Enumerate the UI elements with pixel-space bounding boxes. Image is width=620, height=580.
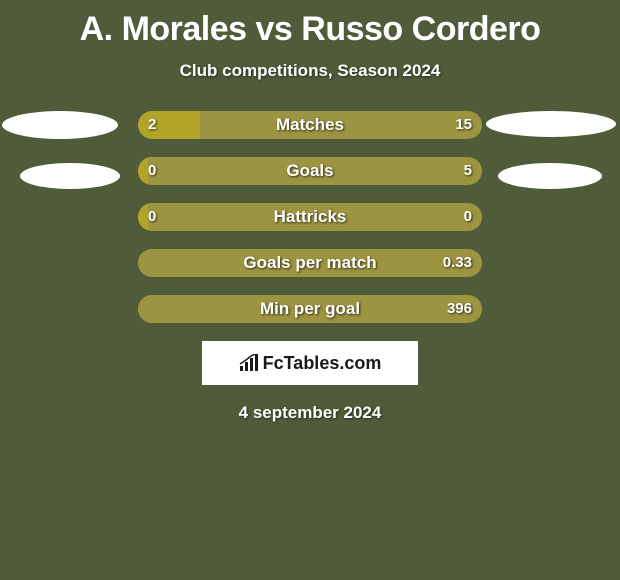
stat-row: Matches2 15: [0, 111, 620, 139]
logo-text: FcTables.com: [263, 353, 382, 374]
stat-label: Goals: [138, 157, 482, 185]
stat-label: Goals per match: [138, 249, 482, 277]
stat-row: Goals0 5: [0, 157, 620, 185]
logo-box: FcTables.com: [202, 341, 418, 385]
stat-row: Goals per match0.33: [0, 249, 620, 277]
stat-label: Matches: [138, 111, 482, 139]
stat-value-right: 396: [447, 295, 472, 323]
page-title: A. Morales vs Russo Cordero: [0, 0, 620, 49]
stat-value-right: 0.33: [443, 249, 472, 277]
stat-value-left: 0: [148, 203, 156, 231]
stat-value-left: 2: [148, 111, 156, 139]
date: 4 september 2024: [0, 403, 620, 423]
stat-label: Hattricks: [138, 203, 482, 231]
stat-row: Min per goal396: [0, 295, 620, 323]
stat-value-right: 15: [455, 111, 472, 139]
stat-label: Min per goal: [138, 295, 482, 323]
stat-value-right: 0: [464, 203, 472, 231]
logo: FcTables.com: [239, 353, 382, 374]
chart-icon: [239, 354, 259, 372]
stat-value-right: 5: [464, 157, 472, 185]
stat-value-left: 0: [148, 157, 156, 185]
stat-row: Hattricks0 0: [0, 203, 620, 231]
subtitle: Club competitions, Season 2024: [0, 61, 620, 81]
comparison-chart: Matches215Goals05Hattricks00Goals per ma…: [0, 111, 620, 323]
